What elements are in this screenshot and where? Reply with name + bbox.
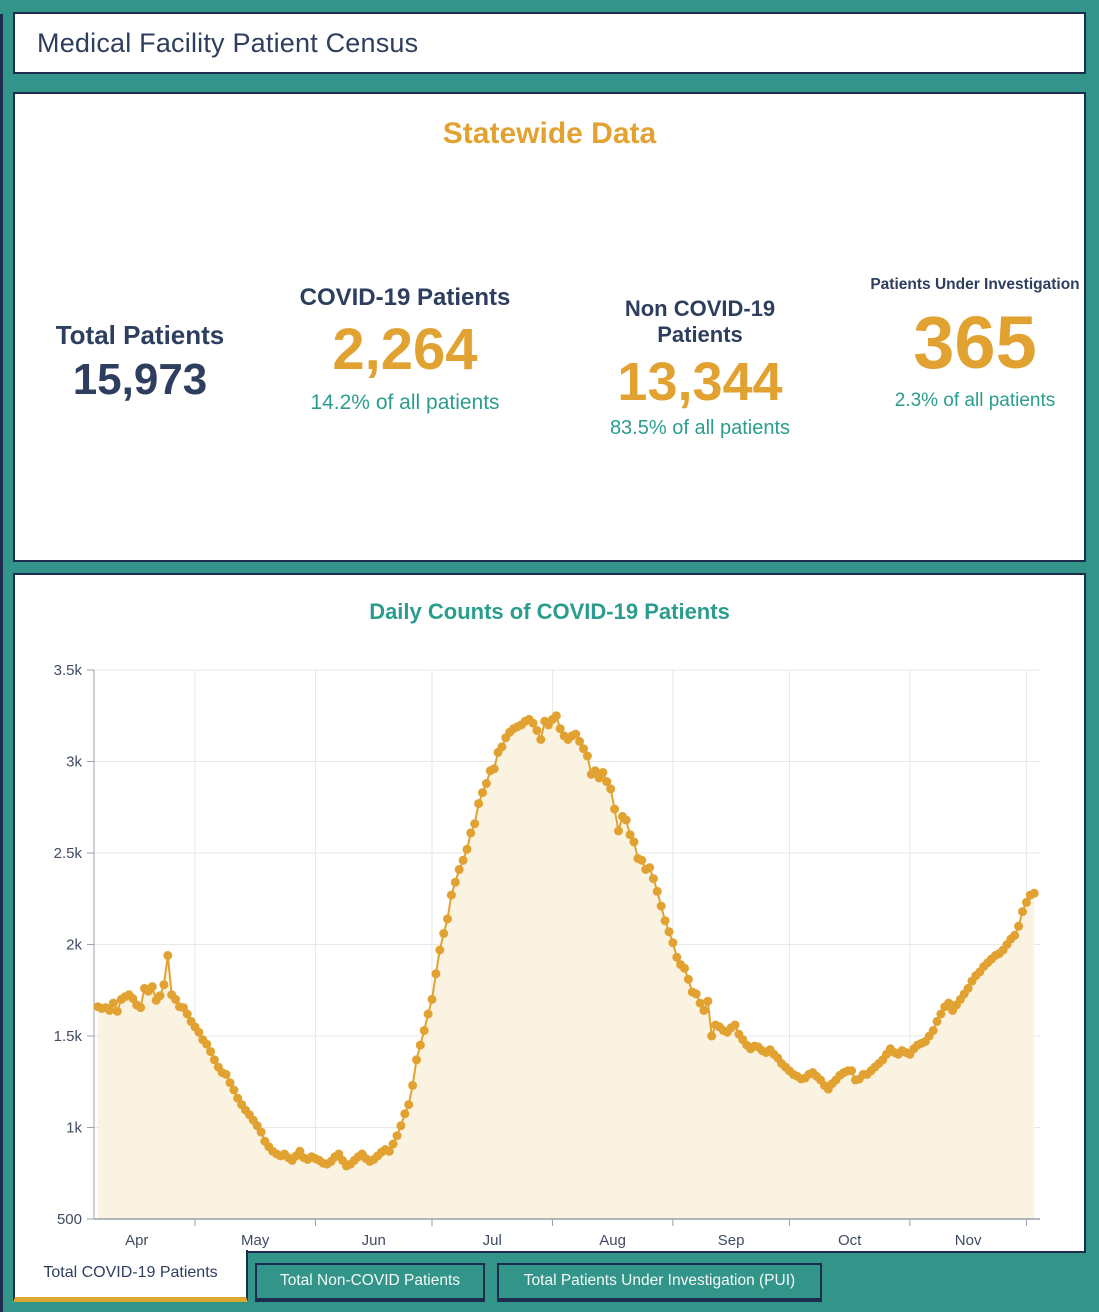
svg-text:2.5k: 2.5k [54,845,83,862]
covid-daily-line-chart[interactable]: 500 1k 1.5k 2k 2.5k 3k 3.5k Apr May Jun Jul Aug Sep O… [15,575,1084,1251]
stat-value: 15,973 [72,355,208,404]
stat-column-total-patients: Total Patients 15,973 [45,320,235,403]
stat-column-covid-patients: COVID-19 Patients 2,264 14.2% of all pat… [290,284,520,415]
stat-value: 365 [913,301,1037,384]
svg-text:Nov: Nov [955,1232,982,1249]
stat-label: COVID-19 Patients [299,284,511,311]
stat-value: 2,264 [332,317,478,382]
statewide-title: Statewide Data [442,117,657,150]
chart-title: Daily Counts of COVID-19 Patients [369,599,730,624]
title-bar: Medical Facility Patient Census [13,12,1086,74]
svg-text:Jul: Jul [483,1232,502,1249]
dashboard: Medical Facility Patient Census Statewid… [13,12,1086,1253]
svg-text:Aug: Aug [599,1232,626,1249]
svg-text:500: 500 [57,1211,82,1228]
svg-text:Jun: Jun [362,1232,386,1249]
tab-total-covid-patients[interactable]: Total COVID-19 Patients [13,1250,248,1302]
svg-text:1k: 1k [66,1120,82,1137]
stat-column-non-covid-patients: Non COVID-19 Patients 13,344 83.5% of al… [580,296,820,440]
chart-panel: Daily Counts of COVID-19 Patients 500 1k 1… [13,573,1086,1253]
svg-text:May: May [241,1232,270,1249]
svg-text:Oct: Oct [838,1232,862,1249]
page-title: Medical Facility Patient Census [37,27,419,58]
stat-subtext: 2.3% of all patients [894,389,1056,411]
stat-label: Patients Under Investigation [870,276,1080,293]
svg-text:2k: 2k [66,937,82,954]
tab-total-patients-under-investigation[interactable]: Total Patients Under Investigation (PUI) [497,1263,822,1302]
stat-value: 13,344 [617,352,783,412]
stat-column-patients-under-investigation: Patients Under Investigation 365 2.3% of… [870,276,1080,412]
svg-text:1.5k: 1.5k [54,1028,83,1045]
svg-text:Apr: Apr [125,1232,148,1249]
svg-text:Sep: Sep [718,1232,745,1249]
tab-total-non-covid-patients[interactable]: Total Non-COVID Patients [255,1263,485,1302]
stat-subtext: 14.2% of all patients [310,390,500,414]
stat-label: Non COVID-19 Patients [624,296,776,347]
svg-text:3k: 3k [66,754,82,771]
window-left-border [0,14,3,1312]
stat-subtext: 83.5% of all patients [609,416,791,439]
stats-row: Total Patients 15,973 COVID-19 Patients … [15,274,1084,440]
tab-bar: Total COVID-19 Patients Total Non-COVID … [0,1250,1099,1312]
statewide-panel: Statewide Data Total Patients 15,973 COV… [13,92,1086,562]
svg-text:3.5k: 3.5k [54,662,83,679]
stat-label: Total Patients [55,320,225,350]
